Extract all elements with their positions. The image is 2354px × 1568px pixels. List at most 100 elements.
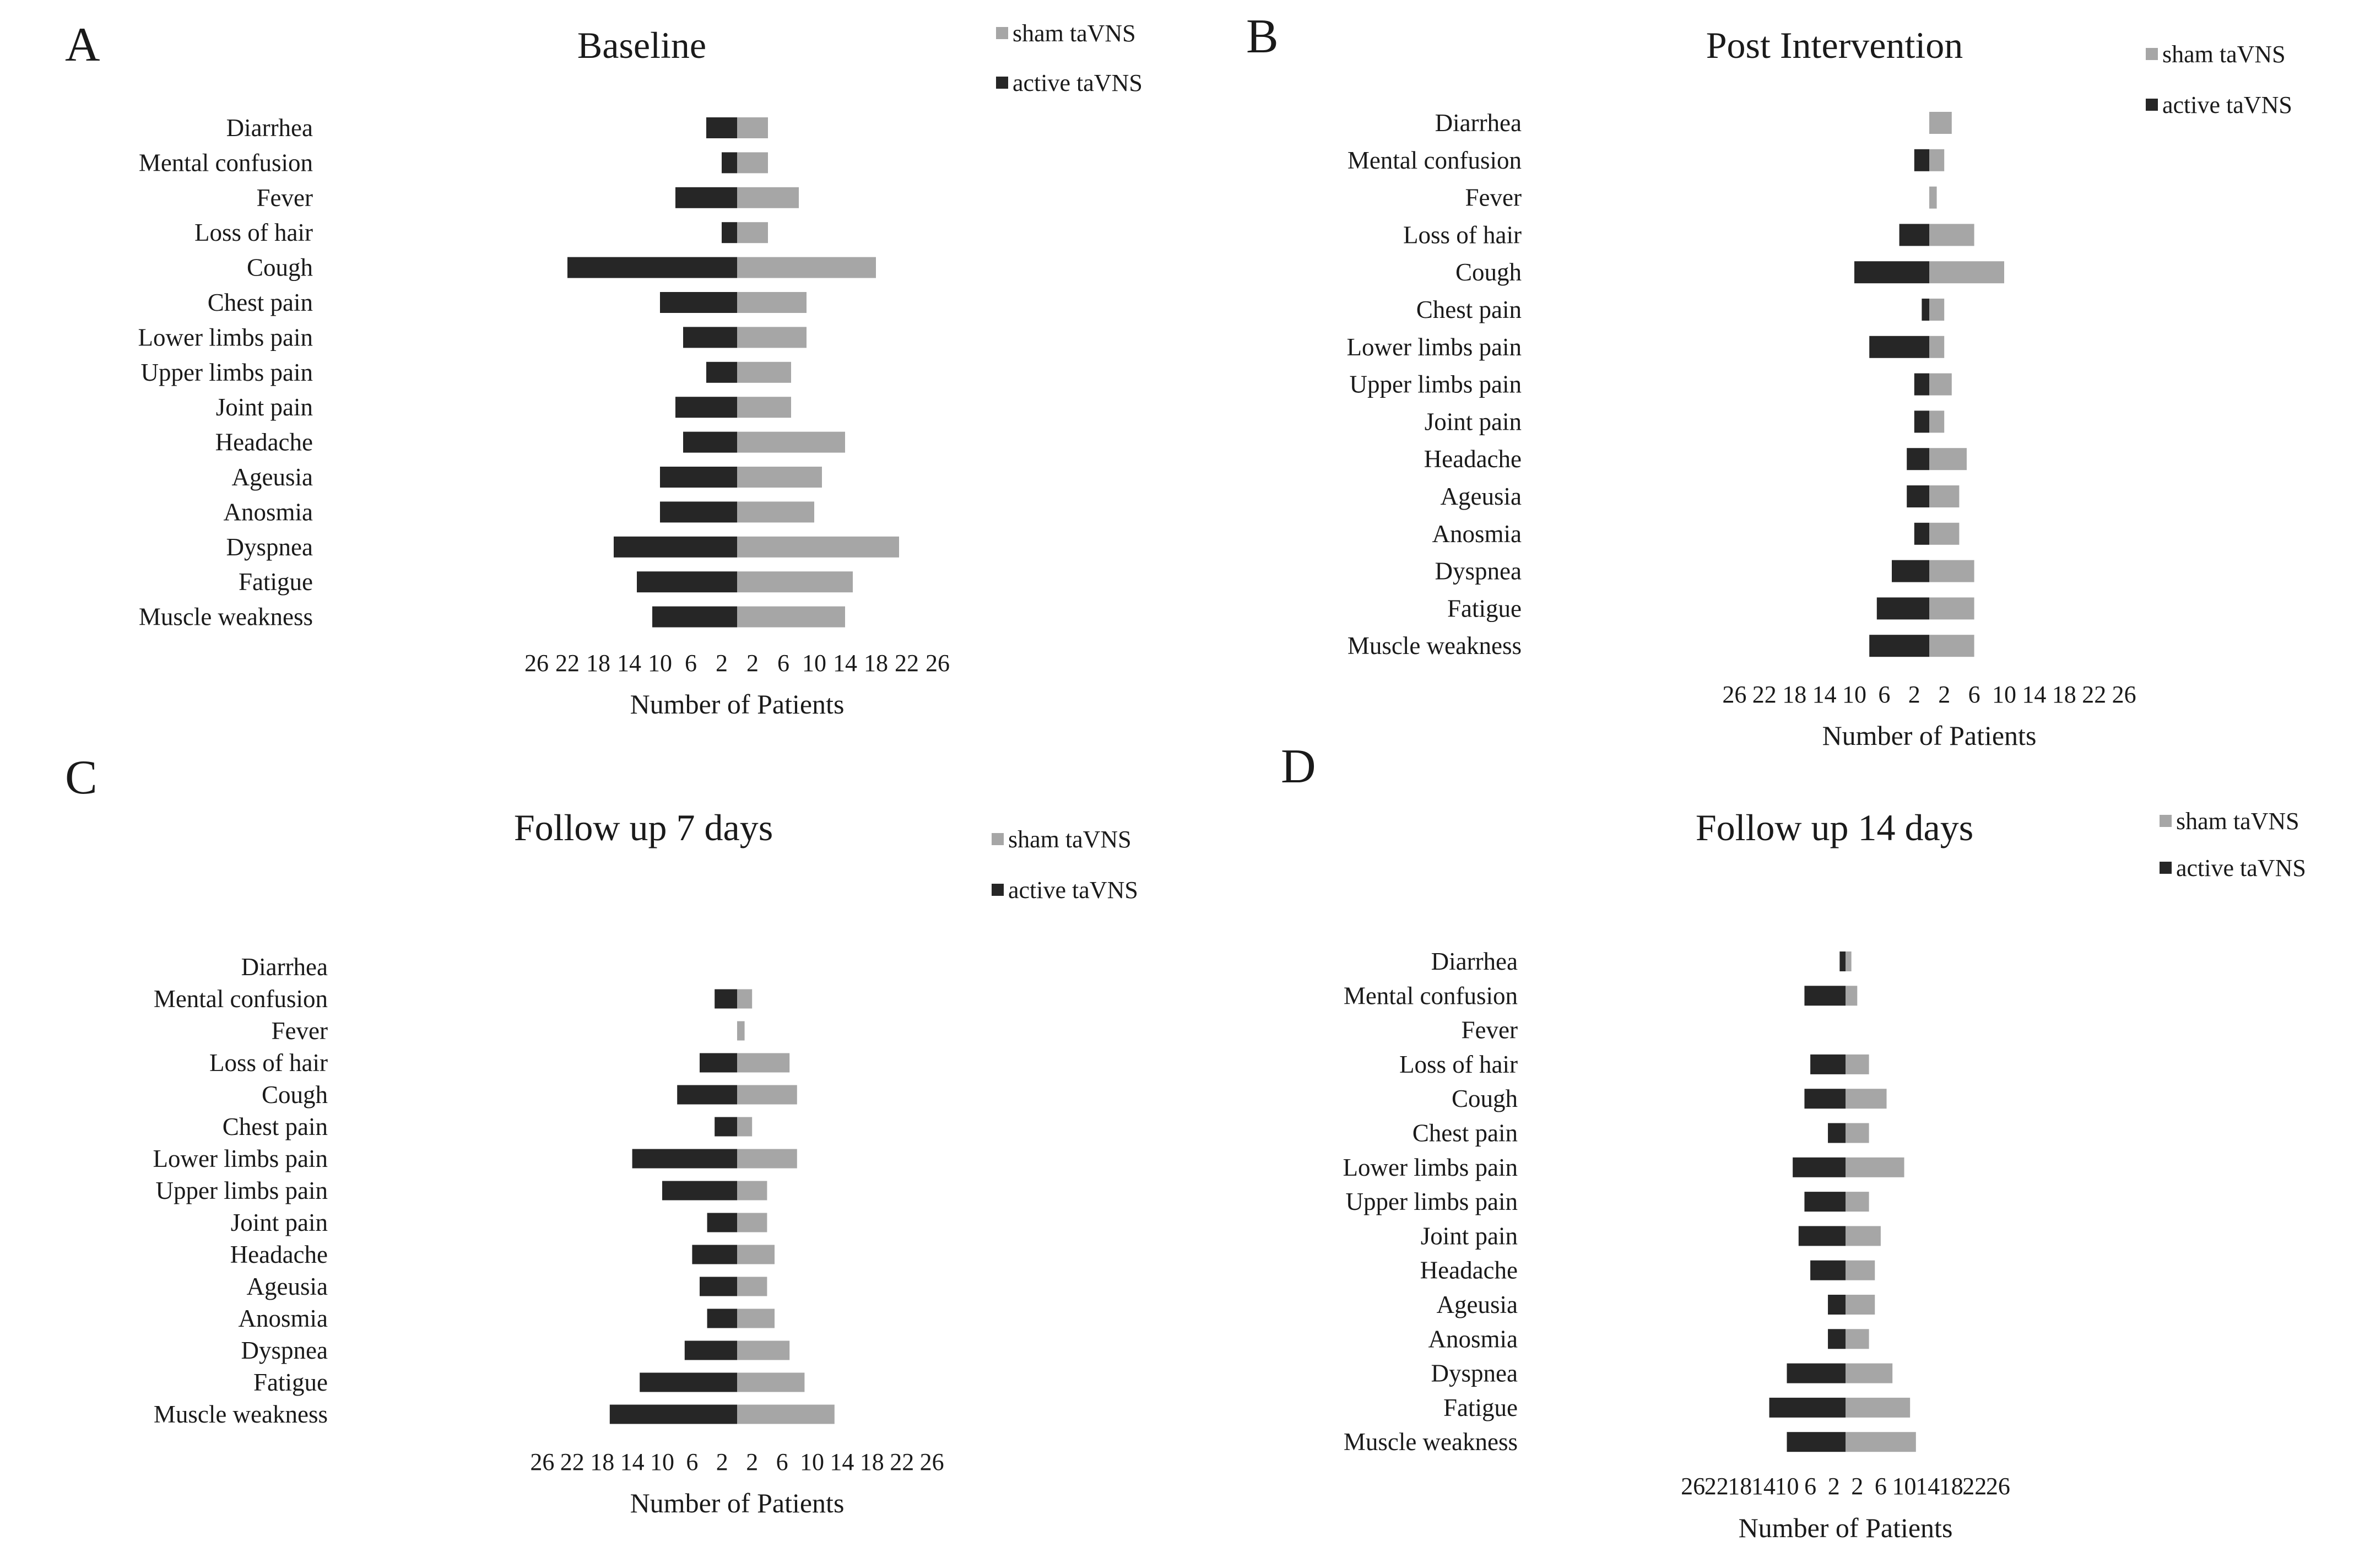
- bar-sham: [737, 187, 799, 208]
- tick-label: 18: [1782, 681, 1806, 708]
- tick-label: 2: [716, 1448, 728, 1475]
- tick-label: 10: [648, 650, 672, 677]
- category-label: Joint pain: [231, 1209, 328, 1236]
- category-label: Ageusia: [1437, 1291, 1518, 1318]
- x-axis-label: Number of Patients: [1739, 1512, 1953, 1543]
- category-label: Loss of hair: [209, 1049, 328, 1077]
- tick-label: 10: [802, 650, 826, 677]
- category-label: Mental confusion: [154, 985, 328, 1013]
- bar-active: [1828, 1123, 1846, 1143]
- tick-label: 18: [590, 1448, 614, 1475]
- bar-active: [1914, 522, 1929, 545]
- tick-label: 22: [555, 650, 580, 677]
- bar-active: [1907, 485, 1929, 507]
- bar-active: [700, 1277, 737, 1296]
- bar-sham: [737, 397, 791, 418]
- category-label: Fever: [1465, 184, 1522, 212]
- bar-active: [1804, 1192, 1846, 1212]
- bar-sham: [737, 1309, 775, 1328]
- bar-sham: [737, 1372, 805, 1392]
- legend: sham taVNS active taVNS: [992, 826, 1138, 904]
- bar-active: [1854, 261, 1929, 284]
- bar-sham: [737, 1181, 767, 1201]
- bar-active: [675, 187, 737, 208]
- tick-label: 2: [1938, 681, 1950, 708]
- legend: sham taVNS active taVNS: [2160, 808, 2306, 882]
- panel-label: C: [65, 751, 98, 804]
- bar-active: [1907, 448, 1929, 471]
- bar-sham: [1929, 448, 1967, 471]
- bar-active: [692, 1245, 737, 1264]
- legend-label: sham taVNS: [2176, 808, 2299, 835]
- bar-sham: [1929, 373, 1952, 396]
- category-label: Fatigue: [253, 1369, 328, 1396]
- bar-sham: [737, 606, 845, 628]
- category-label: Anosmia: [1432, 520, 1522, 548]
- panel-label: A: [65, 18, 100, 72]
- bar-active: [660, 501, 737, 523]
- bar-active: [1787, 1363, 1846, 1383]
- legend-label: active taVNS: [2176, 855, 2306, 882]
- panel-label: B: [1246, 10, 1279, 63]
- category-label: Lower limbs pain: [1343, 1154, 1518, 1181]
- legend: sham taVNS active taVNS: [2146, 41, 2292, 118]
- tick-label: 18: [860, 1448, 884, 1475]
- bar-active: [1828, 1329, 1846, 1349]
- bar-active: [715, 989, 737, 1009]
- bar-sham: [1846, 1260, 1875, 1280]
- bar-sham: [1846, 1363, 1893, 1383]
- bar-sham: [1846, 986, 1858, 1006]
- panel-b: B Post Intervention Diarrhea Mental confusi…: [1246, 10, 2292, 751]
- tick-label: 18: [864, 650, 888, 677]
- tick-label: 6: [685, 650, 697, 677]
- category-label: Loss of hair: [194, 219, 313, 246]
- bar-active: [1876, 597, 1929, 620]
- bar-active: [1793, 1157, 1846, 1177]
- legend-label: sham taVNS: [1008, 826, 1132, 853]
- tick-label: 14: [1751, 1473, 1776, 1500]
- tick-label: 14: [2022, 681, 2046, 708]
- bar-active: [640, 1372, 737, 1392]
- bar-active: [1810, 1260, 1846, 1280]
- category-label: Dyspnea: [1431, 1360, 1518, 1387]
- bar-sham: [737, 327, 807, 348]
- category-label: Fever: [257, 184, 313, 212]
- legend-swatch-active: [996, 77, 1008, 89]
- bar-sham: [1846, 1089, 1887, 1109]
- tick-label: 14: [833, 650, 857, 677]
- category-label: Cough: [247, 254, 313, 282]
- bar-sham: [737, 1053, 790, 1073]
- bar-sham: [737, 1340, 790, 1360]
- tick-label: 14: [830, 1448, 854, 1475]
- bar-active: [700, 1053, 737, 1073]
- bar-sham: [737, 431, 845, 453]
- bar-sham: [737, 571, 853, 593]
- bar-sham: [1929, 261, 2004, 284]
- bar-active: [614, 536, 737, 558]
- tick-label: 6: [1878, 681, 1890, 708]
- tick-label: 26: [524, 650, 549, 677]
- category-label: Fatigue: [1443, 1394, 1518, 1421]
- bar-sham: [737, 152, 768, 174]
- bar-active: [707, 1309, 737, 1328]
- bar-sham: [1929, 485, 1960, 507]
- category-label: Lower limbs pain: [1347, 333, 1522, 361]
- tick-label: 10: [1775, 1473, 1799, 1500]
- category-label: Headache: [215, 429, 313, 456]
- bar-sham: [737, 257, 876, 278]
- bar-active: [1828, 1295, 1846, 1315]
- category-label: Muscle weakness: [154, 1401, 328, 1428]
- category-label: Diarrhea: [226, 114, 313, 142]
- tick-label: 22: [895, 650, 919, 677]
- chart-title: Post Intervention: [1706, 24, 1963, 66]
- bar-sham: [1846, 1295, 1875, 1315]
- tick-label: 18: [2052, 681, 2076, 708]
- bar-active: [632, 1149, 737, 1169]
- legend-label: active taVNS: [2162, 91, 2292, 118]
- tick-label: 22: [1704, 1473, 1729, 1500]
- bar-active: [1869, 336, 1929, 358]
- tick-label: 26: [2112, 681, 2136, 708]
- bar-sham: [1846, 1123, 1869, 1143]
- tick-label: 22: [1752, 681, 1777, 708]
